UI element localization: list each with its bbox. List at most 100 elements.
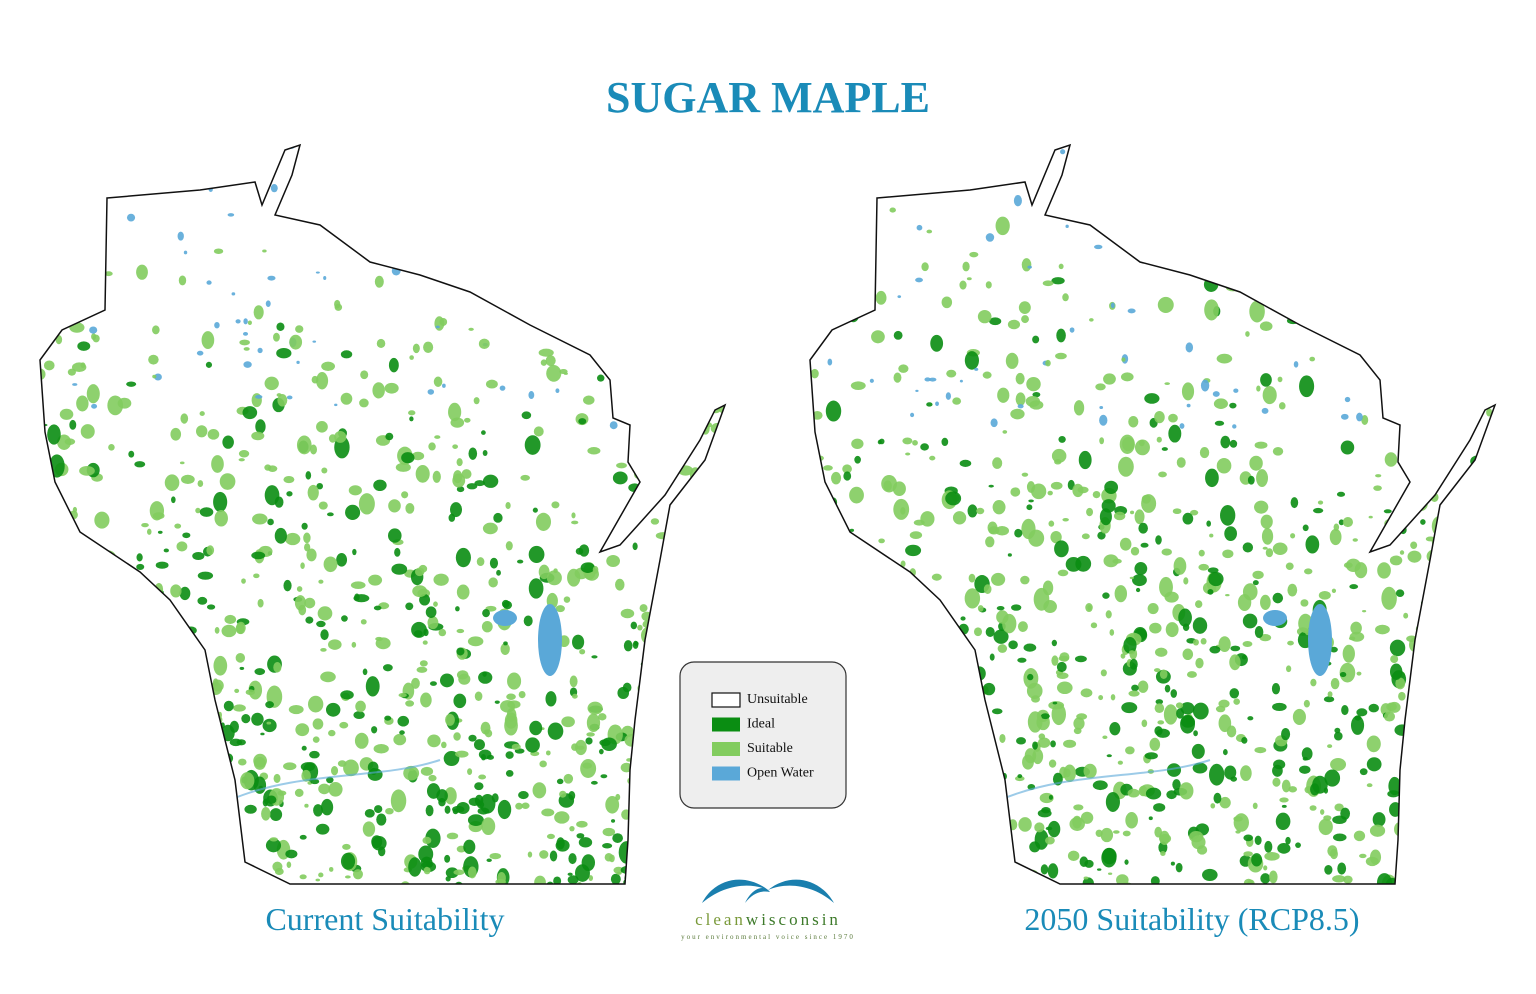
map-patch — [1192, 617, 1208, 634]
map-patch — [1028, 529, 1045, 547]
map-patch — [890, 719, 902, 731]
map-patch — [925, 802, 934, 809]
map-patch — [1466, 500, 1471, 505]
map-patch — [817, 284, 829, 296]
map-patch — [372, 382, 385, 399]
map-patch — [1016, 737, 1026, 745]
map-patch — [316, 372, 329, 390]
lake — [1263, 610, 1287, 626]
map-patch — [986, 827, 998, 841]
map-patch — [59, 857, 67, 863]
map-patch — [1073, 804, 1084, 811]
map-patch — [578, 418, 587, 425]
river — [229, 759, 441, 801]
map-patch — [393, 733, 407, 746]
map-patch — [634, 641, 639, 646]
map-patch — [1498, 242, 1504, 247]
lake — [1308, 604, 1332, 676]
map-patch — [1026, 504, 1033, 511]
map-patch — [1002, 613, 1017, 634]
map-patch — [1021, 258, 1032, 272]
map-patch — [1494, 637, 1495, 652]
map-patch — [274, 527, 287, 544]
map-patch — [1105, 791, 1120, 812]
map-patch — [871, 697, 885, 713]
map-patch — [146, 839, 154, 844]
map-patch — [1456, 388, 1463, 393]
map-patch — [844, 306, 856, 318]
map-patch — [952, 397, 962, 405]
map-patch — [152, 699, 165, 709]
map-patch — [1144, 393, 1160, 404]
map-patch — [1446, 865, 1454, 870]
map-patch — [546, 365, 562, 382]
map-patch — [67, 368, 76, 376]
map-patch — [1128, 415, 1139, 428]
map-patch — [1494, 167, 1495, 172]
map-patch — [286, 861, 292, 868]
map-patch — [1395, 677, 1406, 690]
map-patch — [1165, 213, 1169, 217]
map-patch — [1377, 562, 1391, 579]
map-patch — [883, 797, 897, 816]
map-patch — [1482, 710, 1494, 720]
map-patch — [214, 321, 220, 329]
map-patch — [1129, 658, 1138, 670]
map-patch — [1102, 592, 1110, 599]
map-patch — [1185, 342, 1194, 353]
map-patch — [698, 819, 712, 829]
map-patch — [1229, 402, 1237, 409]
map-patch — [121, 579, 126, 583]
map-patch — [425, 805, 434, 817]
map-patch — [553, 876, 562, 884]
map-patch — [87, 855, 102, 865]
map-patch — [932, 860, 947, 883]
map-patch — [825, 400, 842, 422]
map-patch — [1170, 689, 1177, 698]
map-patch — [572, 634, 585, 650]
map-patch — [823, 465, 833, 471]
map-patch — [1047, 863, 1059, 879]
map-patch — [484, 729, 493, 738]
map-patch — [117, 712, 130, 722]
map-patch — [197, 596, 208, 605]
map-patch — [930, 334, 944, 352]
map-patch — [586, 713, 601, 733]
legend-box — [679, 661, 847, 809]
map-patch — [154, 373, 162, 381]
map-patch — [864, 674, 871, 680]
map-patch — [925, 160, 930, 164]
map-patch — [49, 294, 57, 303]
map-patch — [1123, 637, 1137, 654]
map-patch — [57, 277, 64, 284]
map-patch — [943, 148, 948, 155]
map-patch — [1200, 637, 1207, 645]
map-patch — [305, 471, 312, 480]
map-patch — [505, 502, 511, 510]
map-patch — [966, 827, 982, 842]
map-patch — [288, 704, 304, 715]
map-patch — [219, 473, 236, 490]
map-patch — [1479, 855, 1487, 866]
map-patch — [988, 526, 1000, 535]
map-patch — [977, 605, 984, 612]
map-patch — [1260, 373, 1272, 387]
map-patch — [1353, 830, 1366, 842]
map-patch — [1110, 302, 1115, 309]
map-patch — [1183, 577, 1189, 585]
map-patch — [700, 829, 707, 834]
map-patch — [546, 570, 562, 586]
map-patch — [117, 397, 132, 409]
map-patch — [1457, 640, 1464, 646]
map-patch — [296, 586, 303, 592]
map-patch — [84, 779, 96, 794]
map-patch — [1256, 385, 1261, 392]
map-patch — [1182, 512, 1194, 525]
map-patch — [455, 547, 471, 568]
map-patch — [910, 412, 915, 418]
map-patch — [1480, 822, 1491, 838]
map-patch — [1422, 251, 1437, 267]
map-patch — [1261, 527, 1274, 545]
map-patch — [33, 398, 39, 402]
map-patch — [391, 563, 408, 575]
